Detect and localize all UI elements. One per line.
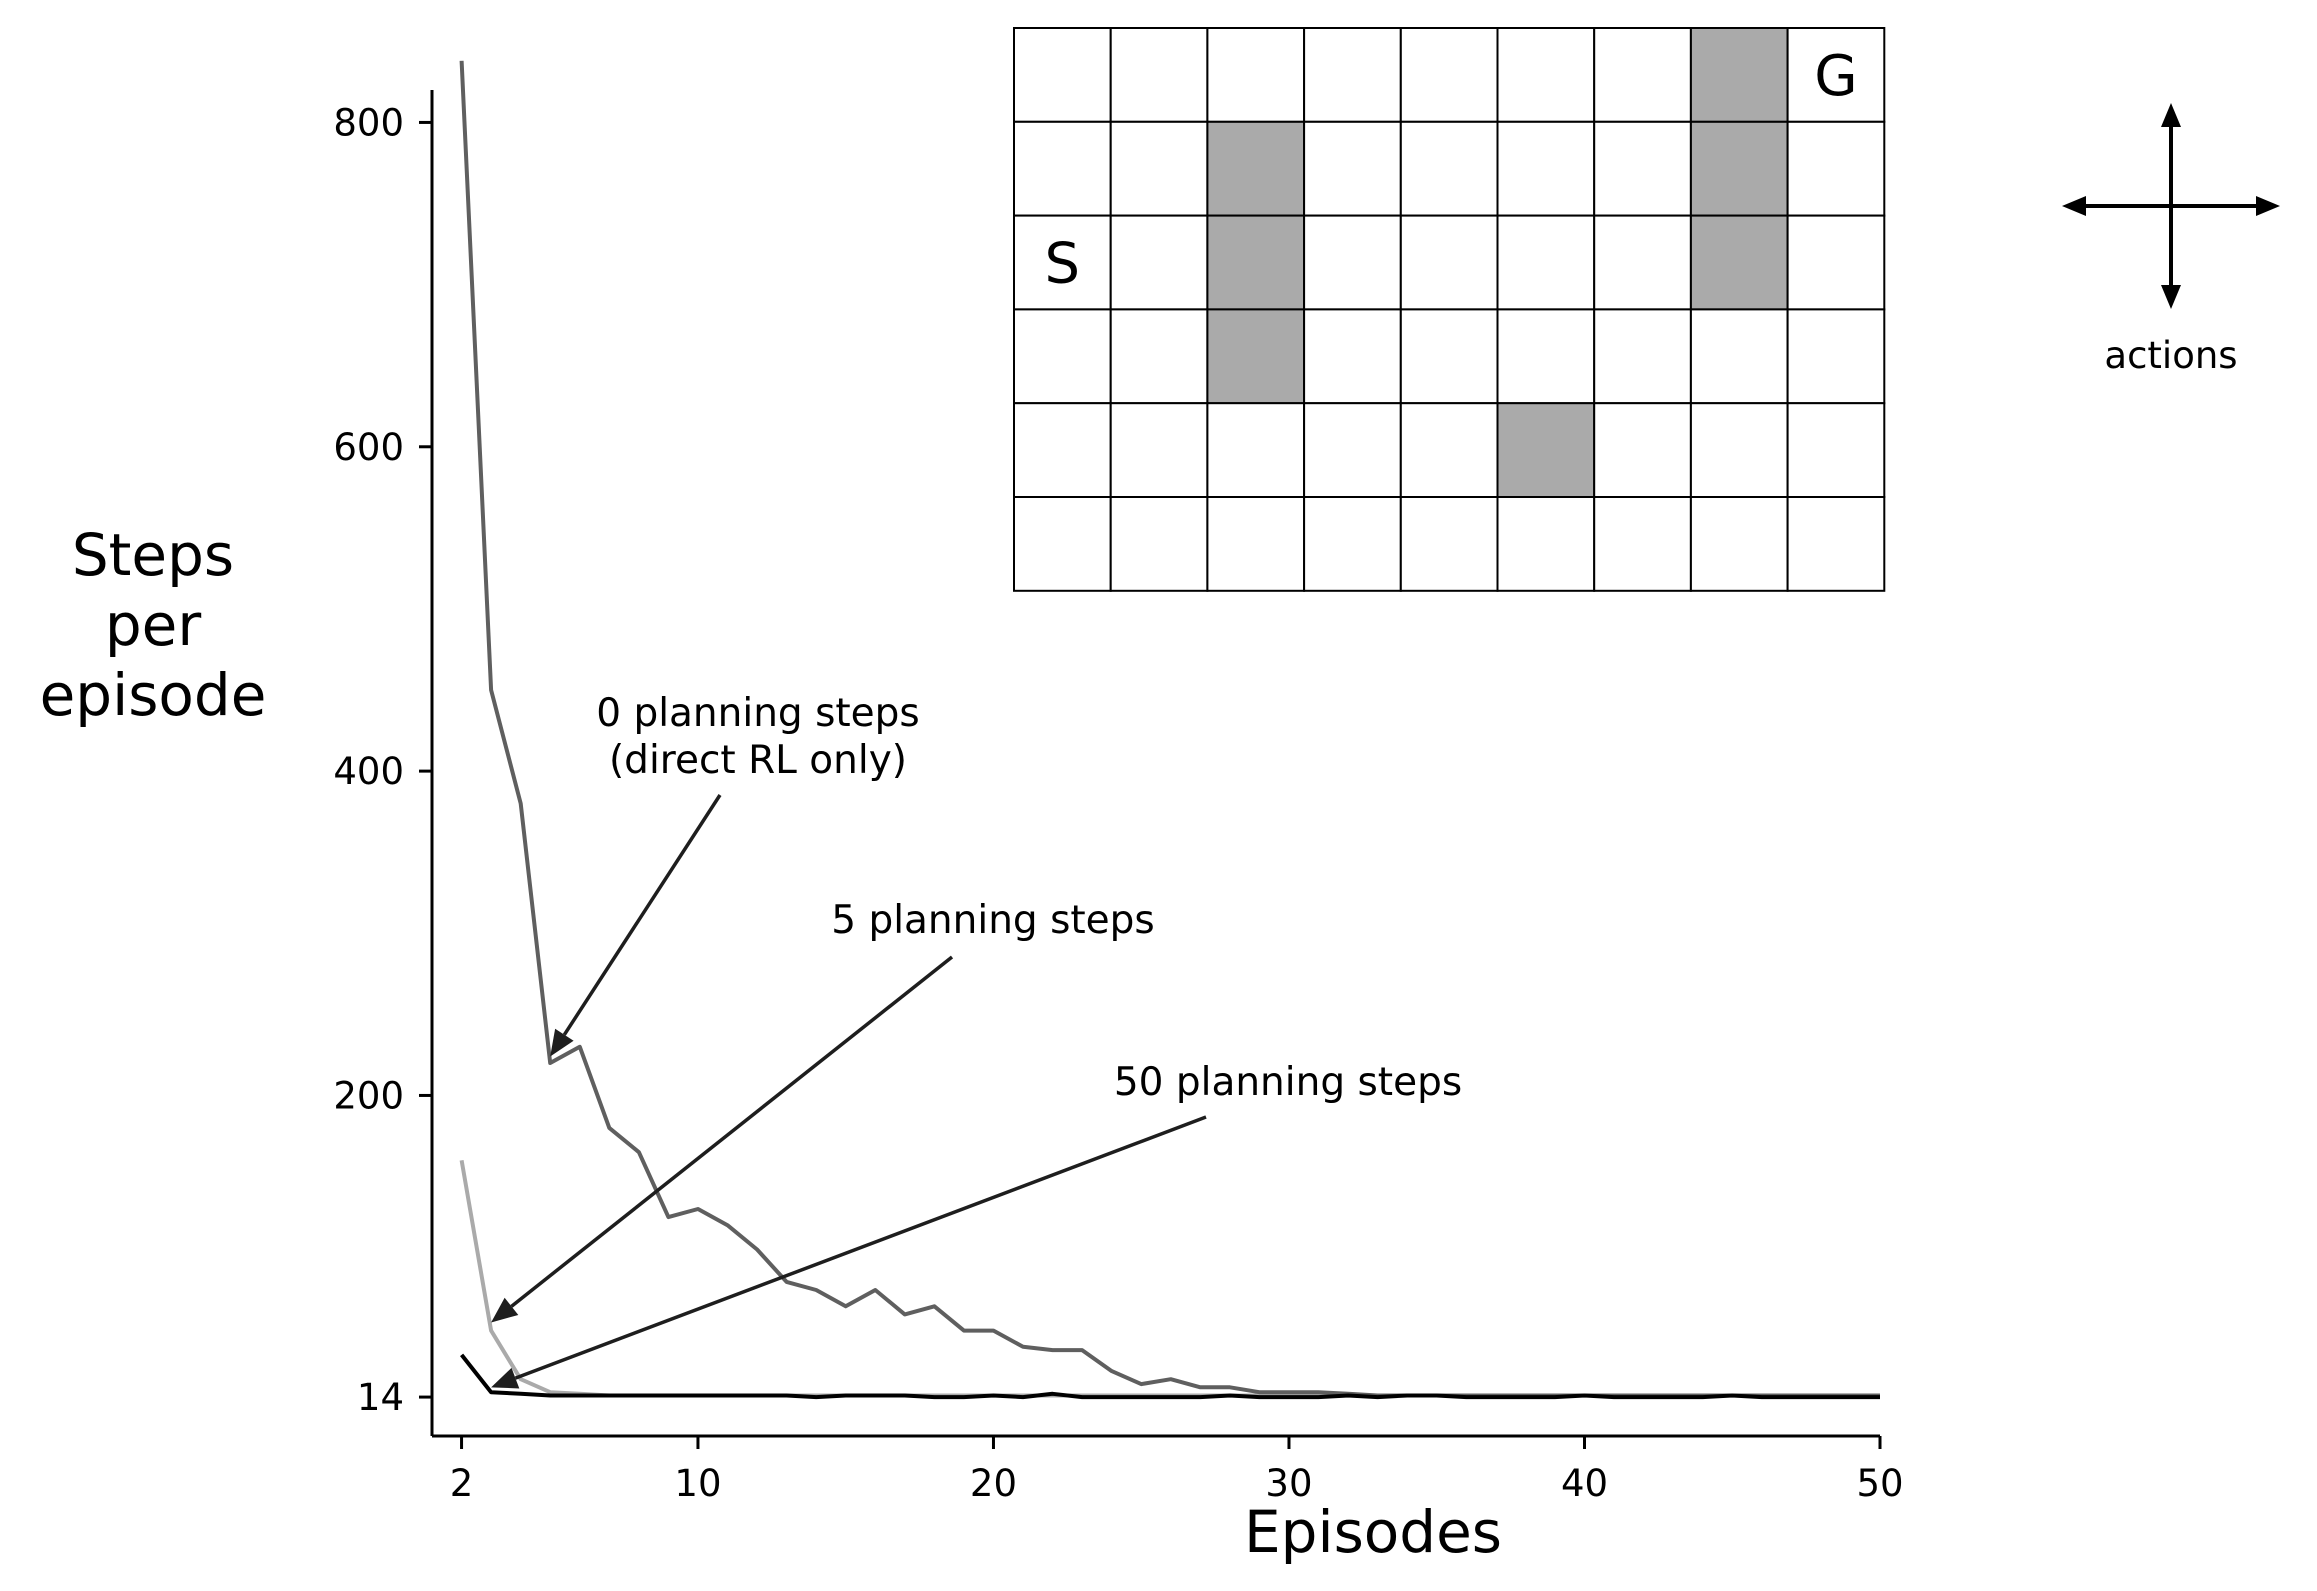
maze-cell — [1593, 496, 1692, 592]
actions-compass: actions — [2062, 103, 2280, 377]
actions-label: actions — [2104, 334, 2237, 377]
maze-cell — [1786, 27, 1886, 123]
maze-cell — [1399, 308, 1499, 405]
x-tick-label-20: 20 — [970, 1462, 1017, 1505]
annotation-layer: 0 planning steps(direct RL only) 5 planni… — [491, 691, 1462, 1389]
maze-cell — [1593, 308, 1692, 405]
y-axis-title-line-1: Steps — [72, 521, 234, 589]
maze-cell — [1593, 402, 1692, 499]
maze-cell — [1593, 214, 1692, 311]
maze-wall-cell — [1206, 214, 1306, 311]
maze-cell — [1399, 214, 1499, 311]
maze-cell — [1013, 402, 1112, 499]
annotation-arrow-2 — [514, 1115, 1207, 1380]
maze-cell — [1593, 120, 1692, 217]
maze-cell — [1399, 496, 1499, 592]
maze-goal-label: G — [1814, 44, 1857, 109]
annotation-arrow-0 — [562, 794, 722, 1036]
maze-cell — [1496, 120, 1596, 217]
maze-cell — [1303, 496, 1402, 592]
maze-wall-cell — [1206, 120, 1306, 217]
maze-cell — [1109, 214, 1209, 311]
maze-cell — [1786, 402, 1886, 499]
maze-cell — [1013, 120, 1112, 217]
maze-wall-cell — [1689, 120, 1789, 217]
maze-cell — [1496, 27, 1596, 123]
annotation-arrow-1 — [510, 955, 954, 1308]
maze-start-label: S — [1045, 232, 1081, 297]
maze-cell — [1399, 27, 1499, 123]
series-layer — [459, 60, 1880, 1400]
x-tick-label-2: 2 — [450, 1462, 474, 1505]
maze-wall-cell — [1206, 308, 1306, 405]
y-tick-label-600: 600 — [333, 426, 404, 469]
maze-cell — [1786, 308, 1886, 405]
maze-cell — [1206, 402, 1306, 499]
maze-cell — [1303, 214, 1402, 311]
y-axis-title-line-2: per — [105, 591, 202, 659]
maze-cell — [1303, 120, 1402, 217]
maze-cell — [1689, 402, 1789, 499]
maze-cell — [1786, 120, 1886, 217]
maze-cell — [1206, 27, 1306, 123]
maze-cell — [1013, 308, 1112, 405]
maze-cell — [1496, 308, 1596, 405]
maze-cell — [1206, 496, 1306, 592]
maze-cell — [1303, 402, 1402, 499]
arrow-right-icon — [2256, 196, 2280, 216]
maze-cell — [1399, 120, 1499, 217]
maze-cell — [1303, 308, 1402, 405]
x-tick-label-10: 10 — [674, 1462, 721, 1505]
maze-cell — [1109, 120, 1209, 217]
y-tick-label-800: 800 — [333, 101, 404, 144]
annotation-arrowhead-0 — [550, 1028, 574, 1057]
x-tick-label-30: 30 — [1265, 1462, 1312, 1505]
maze-cell — [1689, 496, 1789, 592]
arrow-left-icon — [2062, 196, 2086, 216]
annotation-label-1: 5 planning steps — [831, 898, 1155, 943]
x-tick-label-50: 50 — [1856, 1462, 1903, 1505]
annotation-label-2: 50 planning steps — [1114, 1060, 1462, 1105]
maze-cell — [1496, 496, 1596, 592]
maze-cell — [1013, 27, 1112, 123]
maze-cell — [1786, 214, 1886, 311]
y-axis-ticks: 14 200 400 600 800 — [333, 101, 432, 1419]
y-tick-label-200: 200 — [333, 1074, 404, 1117]
annotation-sublabel-0: (direct RL only) — [609, 738, 907, 783]
annotation-label-0: 0 planning steps — [596, 691, 920, 736]
plot-area: 2 10 20 30 40 50 14 200 400 600 800 0 planning st… — [333, 60, 1904, 1505]
maze-cell — [1109, 402, 1209, 499]
maze-cell — [1109, 27, 1209, 123]
y-tick-label-400: 400 — [333, 750, 404, 793]
maze-wall-cell — [1689, 27, 1789, 123]
annotation-arrowhead-2 — [491, 1367, 520, 1389]
maze-grid: SG — [1013, 27, 1886, 592]
maze-cell — [1109, 308, 1209, 405]
maze-cell — [1786, 496, 1886, 592]
maze-wall-cell — [1689, 214, 1789, 311]
maze-wall-cell — [1496, 402, 1596, 499]
arrow-up-icon — [2161, 103, 2181, 127]
maze-cell — [1496, 214, 1596, 311]
x-tick-label-40: 40 — [1561, 1462, 1608, 1505]
maze-cell — [1593, 27, 1692, 123]
y-axis-title-line-3: episode — [40, 661, 267, 729]
arrow-down-icon — [2161, 285, 2181, 309]
x-axis-ticks: 2 10 20 30 40 50 — [450, 1436, 1904, 1505]
series-line-2 — [460, 1353, 1880, 1400]
maze-cell — [1013, 496, 1112, 592]
maze-cell — [1399, 402, 1499, 499]
maze-cell — [1109, 496, 1209, 592]
annotation-arrowhead-1 — [491, 1297, 519, 1323]
y-tick-label-14: 14 — [357, 1376, 404, 1419]
maze-cell — [1303, 27, 1402, 123]
maze-cell — [1689, 308, 1789, 405]
x-axis-title: Episodes — [1244, 1498, 1502, 1566]
